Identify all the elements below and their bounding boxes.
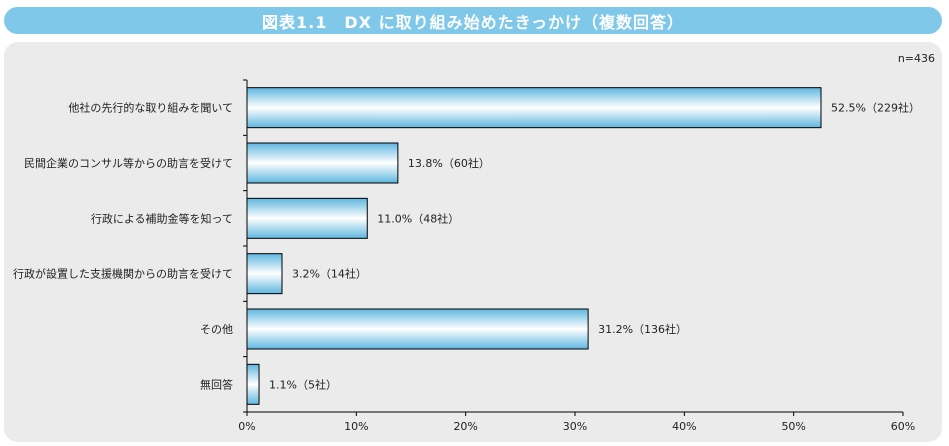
x-tick-label: 60%: [891, 420, 915, 433]
category-label: 他社の先行的な取り組みを聞いて: [68, 101, 233, 115]
category-label: 民間企業のコンサル等からの助言を受けて: [24, 156, 233, 170]
x-tick-label: 30%: [563, 420, 587, 433]
x-tick-label: 10%: [344, 420, 368, 433]
sample-size-label: n=436: [897, 52, 935, 65]
chart-title: 図表1.1 DX に取り組み始めたきっかけ（複数回答）: [4, 7, 942, 34]
data-label: 13.8%（60社）: [408, 156, 490, 170]
bar: [246, 197, 368, 239]
category-label: その他: [200, 323, 233, 336]
bar: [246, 363, 260, 405]
x-tick-label: 0%: [238, 420, 255, 433]
bar: [246, 308, 589, 350]
data-label: 52.5%（229社）: [831, 101, 920, 115]
data-label: 11.0%（48社）: [377, 211, 459, 225]
data-label: 1.1%（5社）: [269, 377, 337, 391]
x-tick-label: 50%: [781, 420, 805, 433]
category-label: 行政が設置した支援機関からの助言を受けて: [13, 267, 233, 281]
category-label: 無回答: [200, 377, 233, 391]
x-tick-label: 20%: [453, 420, 477, 433]
bar: [246, 253, 283, 295]
bar: [246, 142, 399, 184]
bar: [246, 87, 822, 129]
category-label: 行政による補助金等を知って: [91, 211, 233, 225]
data-label: 31.2%（136社）: [598, 322, 687, 336]
x-tick-label: 40%: [672, 420, 696, 433]
data-label: 3.2%（14社）: [292, 267, 367, 281]
